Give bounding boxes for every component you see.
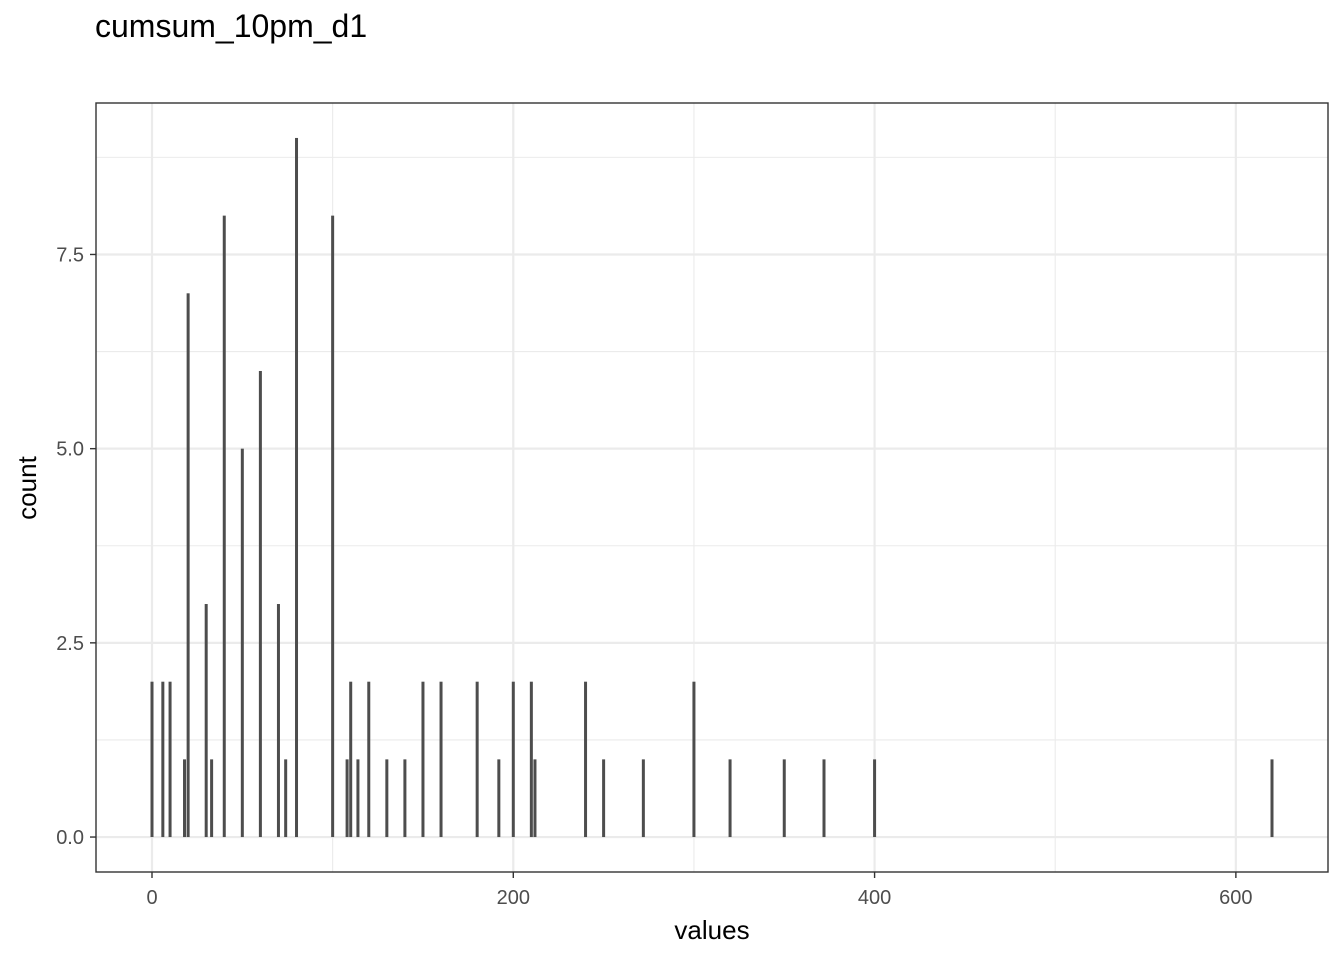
histogram-bar	[511, 681, 515, 838]
y-tick-label: 0.0	[56, 827, 84, 849]
histogram-bar	[529, 681, 533, 838]
histogram-bar	[345, 759, 349, 838]
histogram-bar	[295, 137, 299, 838]
histogram-bar	[692, 681, 696, 838]
x-tick-label: 400	[858, 887, 891, 909]
axes: 0 200 400 600 0.0 2.5 5.0 7.5	[56, 244, 1252, 909]
histogram-bar	[356, 759, 360, 838]
histogram-bar	[161, 681, 165, 838]
grid-lines	[96, 103, 1328, 872]
histogram-bar	[183, 759, 187, 838]
histogram-bar	[186, 293, 190, 838]
histogram-bar	[602, 759, 606, 838]
histogram-bar	[873, 759, 877, 838]
histogram-bar	[258, 370, 262, 838]
histogram-bar	[276, 604, 280, 838]
histogram-bar	[403, 759, 407, 838]
histogram-bar	[240, 448, 244, 838]
histogram-bar	[728, 759, 732, 838]
x-axis-title: values	[674, 915, 749, 945]
y-tick-label: 7.5	[56, 244, 84, 266]
plot-background	[96, 103, 1328, 872]
histogram-bar	[421, 681, 425, 838]
histogram-bar	[168, 681, 172, 838]
histogram-bar	[331, 215, 335, 838]
bars	[150, 137, 1274, 838]
x-tick-label: 600	[1219, 887, 1252, 909]
x-tick-label: 200	[497, 887, 530, 909]
y-tick-label: 5.0	[56, 439, 84, 461]
histogram-bar	[533, 759, 537, 838]
histogram-bar	[1270, 759, 1274, 838]
x-tick-label: 0	[146, 887, 157, 909]
histogram-bar	[150, 681, 154, 838]
histogram-bar	[439, 681, 443, 838]
histogram-bar	[385, 759, 389, 838]
histogram-bar	[222, 215, 226, 838]
y-tick-label: 2.5	[56, 633, 84, 655]
chart-title: cumsum_10pm_d1	[95, 8, 368, 44]
histogram-bar	[497, 759, 501, 838]
histogram-bar	[822, 759, 826, 838]
histogram-bar	[641, 759, 645, 838]
histogram-bar	[475, 681, 479, 838]
y-axis-title: count	[12, 455, 42, 519]
histogram-bar	[584, 681, 588, 838]
histogram-bar	[284, 759, 288, 838]
plot-border	[95, 102, 1329, 873]
histogram-bar	[210, 759, 214, 838]
histogram-bar	[782, 759, 786, 838]
histogram-bar	[349, 681, 353, 838]
histogram-bar	[367, 681, 371, 838]
histogram-bar	[204, 604, 208, 838]
